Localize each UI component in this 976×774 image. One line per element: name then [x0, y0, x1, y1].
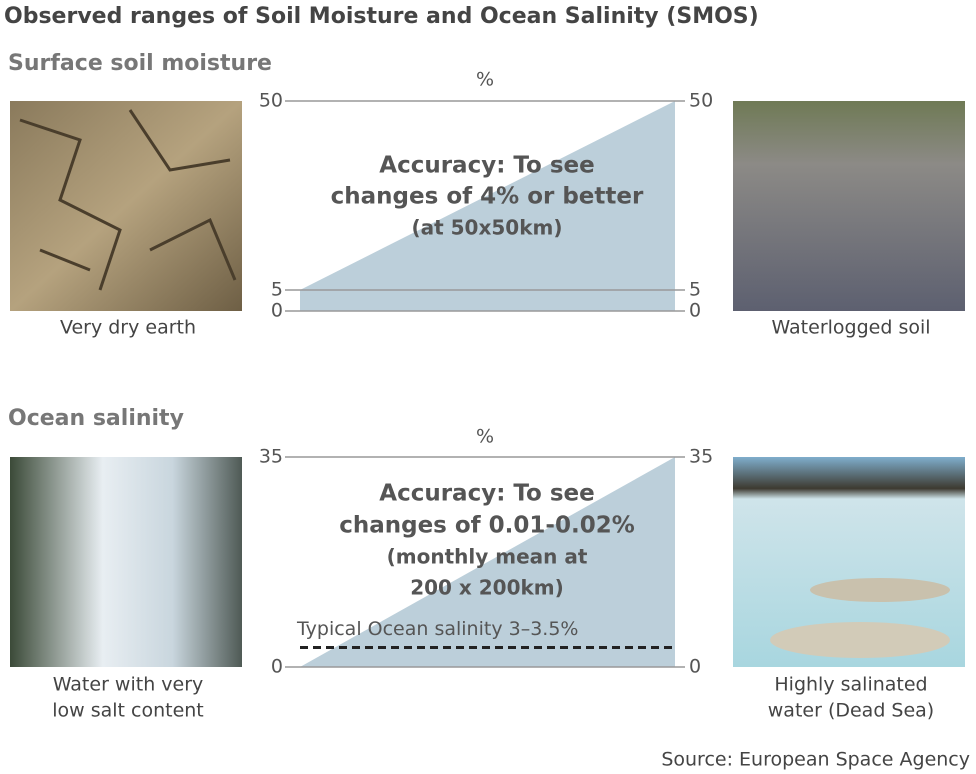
annotation: (at 50x50km)	[411, 216, 562, 240]
reference-label: Typical Ocean salinity 3–3.5%	[296, 618, 578, 640]
source: Source: European Space Agency	[661, 749, 970, 771]
unit-label: %	[476, 426, 494, 448]
y-tick-label: 50	[689, 90, 713, 112]
annotation: changes of 0.01-0.02%	[339, 513, 635, 539]
annotation: (monthly mean at	[387, 545, 588, 569]
y-tick-label: 35	[689, 446, 713, 468]
y-tick-label: 0	[271, 300, 283, 322]
photo-caption: Very dry earth	[60, 317, 196, 339]
annotation: 200 x 200km)	[410, 576, 564, 600]
y-tick-label: 5	[271, 279, 283, 301]
photo-caption: Waterlogged soil	[771, 317, 930, 339]
chart-subtitle: Ocean salinity	[8, 406, 184, 431]
photo-waterfall	[10, 457, 242, 667]
chart-subtitle: Surface soil moisture	[8, 51, 272, 76]
unit-label: %	[476, 69, 494, 91]
photo-waterlogged-soil	[733, 101, 965, 311]
photo-salt	[810, 578, 950, 602]
y-tick-label: 0	[689, 656, 701, 678]
annotation: Accuracy: To see	[379, 481, 594, 507]
y-tick-label: 50	[259, 90, 283, 112]
y-tick-label: 5	[689, 279, 701, 301]
annotation: Accuracy: To see	[379, 153, 594, 179]
annotation: changes of 4% or better	[331, 184, 644, 210]
y-tick-label: 0	[271, 656, 283, 678]
area	[300, 101, 675, 311]
photo-caption: low salt content	[52, 700, 204, 722]
photo-caption: Water with very	[53, 674, 204, 696]
photo-dry-earth	[10, 101, 242, 311]
photo-caption: Highly salinated	[774, 674, 927, 696]
photo-salt	[770, 622, 950, 658]
y-tick-label: 0	[689, 300, 701, 322]
area	[300, 457, 675, 667]
page-title: Observed ranges of Soil Moisture and Oce…	[4, 4, 759, 29]
y-tick-label: 35	[259, 446, 283, 468]
photo-cracks	[19, 109, 237, 291]
photo-caption: water (Dead Sea)	[768, 700, 934, 722]
